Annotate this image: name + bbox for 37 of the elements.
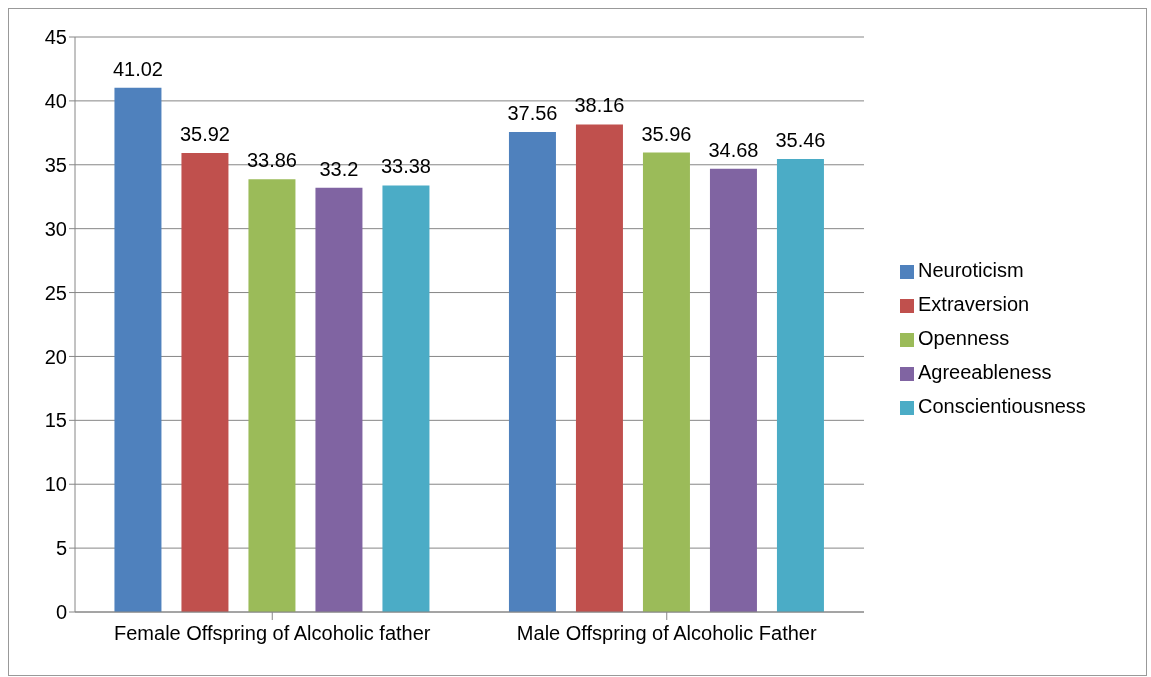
y-tick-label: 10 (44, 473, 67, 496)
legend-label: Openness (918, 327, 1010, 349)
y-tick-label: 45 (44, 26, 67, 49)
bar (181, 153, 229, 612)
legend-label: Neuroticism (918, 259, 1024, 281)
bar (776, 158, 824, 612)
y-tick-label: 30 (44, 217, 67, 240)
bar (709, 168, 757, 612)
bar (114, 87, 162, 612)
bar (248, 179, 296, 612)
bar (508, 132, 556, 612)
data-label: 35.46 (775, 128, 826, 151)
data-label: 33.2 (319, 157, 359, 180)
legend-label: Conscientiousness (918, 395, 1086, 417)
data-label: 38.16 (574, 94, 625, 117)
y-tick-label: 15 (44, 409, 67, 432)
y-tick-label: 35 (44, 153, 67, 176)
y-tick-label: 0 (55, 601, 67, 624)
bar (315, 187, 363, 612)
legend-label: Extraversion (918, 293, 1030, 315)
data-label: 37.56 (507, 102, 558, 125)
data-label: 33.86 (246, 149, 297, 172)
y-tick-label: 5 (55, 537, 67, 560)
data-label: 35.92 (179, 123, 230, 146)
data-label: 41.02 (112, 57, 163, 80)
data-label: 33.38 (380, 155, 431, 178)
x-tick-label: Male Offspring of Alcoholic Father (516, 622, 817, 645)
legend-label: Agreeableness (918, 361, 1052, 383)
bar (575, 124, 623, 612)
y-tick-label: 40 (44, 89, 67, 112)
y-tick-label: 20 (44, 345, 67, 368)
y-tick-label: 25 (44, 281, 67, 304)
bar (642, 152, 690, 612)
bar (382, 185, 430, 612)
data-label: 34.68 (708, 138, 759, 161)
x-tick-label: Female Offspring of Alcoholic father (114, 622, 431, 645)
data-label: 35.96 (641, 122, 692, 145)
